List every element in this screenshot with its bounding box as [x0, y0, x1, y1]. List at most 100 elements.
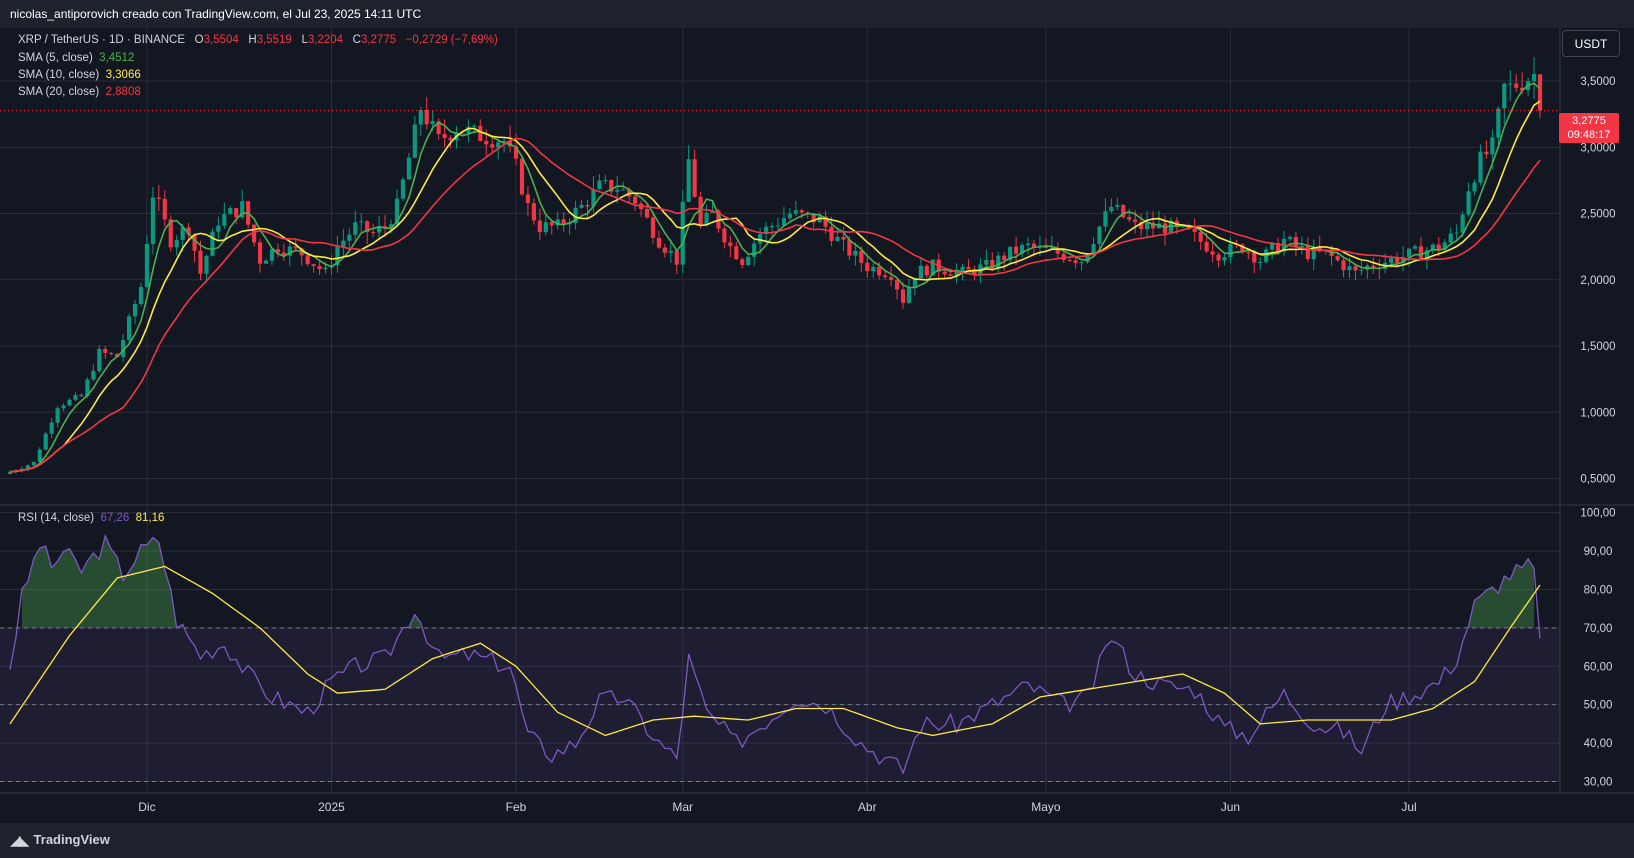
candle-body: [496, 142, 501, 148]
candle-body: [865, 262, 870, 272]
candle-body: [555, 219, 560, 226]
candle-body: [1395, 258, 1400, 263]
candle-body: [79, 395, 84, 397]
candle-body: [811, 213, 816, 223]
sma-line-20: [9, 137, 1541, 473]
candle-body: [787, 213, 792, 219]
candle-body: [1436, 244, 1441, 250]
sma-line-10: [9, 100, 1541, 473]
candle-body: [382, 226, 388, 228]
candle-body: [704, 212, 709, 225]
candle-body: [990, 259, 995, 268]
candle-body: [168, 219, 173, 248]
candle-body: [257, 242, 263, 264]
candle-body: [198, 250, 203, 274]
candle-body: [579, 205, 584, 208]
candle-body: [1514, 83, 1519, 88]
price-axis-label: 3,5000: [1580, 76, 1615, 88]
candle-body: [466, 126, 471, 134]
candle-body: [1216, 254, 1221, 261]
candle-body: [1520, 87, 1525, 91]
candle-body: [335, 246, 340, 266]
candle-body: [121, 339, 126, 358]
candle-body: [67, 399, 72, 406]
rsi-value: 67,26: [100, 512, 130, 524]
candle-body: [942, 271, 947, 275]
candle-body: [180, 227, 185, 240]
candle-body: [894, 279, 900, 290]
brand-name: TradingView: [33, 832, 110, 847]
open-value: 3,5504: [203, 34, 239, 46]
candle-body: [1400, 256, 1406, 263]
candle-body: [924, 265, 929, 276]
sma-line-5: [9, 82, 1541, 473]
candle-body: [1531, 74, 1537, 82]
candle-body: [847, 239, 852, 256]
candle-body: [1389, 258, 1394, 263]
candle-body: [263, 260, 269, 264]
candle-body: [1067, 259, 1072, 261]
candle-body: [216, 225, 221, 232]
candle-body: [347, 234, 352, 241]
candle-body: [341, 240, 346, 247]
chart-attribution: nicolas_antiporovich creado con TradingV…: [10, 7, 422, 21]
candle-body: [549, 222, 554, 226]
candle-body: [585, 205, 590, 207]
time-axis-label: Abr: [858, 800, 877, 814]
candle-body: [1335, 256, 1340, 261]
candle-body: [740, 259, 745, 265]
candle-body: [674, 250, 679, 265]
candle-body: [252, 224, 257, 243]
candle-body: [793, 210, 798, 214]
sma20-legend: SMA (20, close) 2,8808: [18, 86, 141, 98]
candle-body: [525, 194, 531, 204]
candle-body: [43, 433, 48, 450]
candle-body: [769, 225, 775, 227]
candle-body: [877, 266, 882, 276]
candle-body: [353, 222, 358, 235]
candle-body: [1353, 266, 1358, 271]
candle-body: [698, 196, 703, 225]
candle-body: [621, 189, 626, 191]
candle-body: [1371, 265, 1376, 268]
candle-body: [55, 408, 60, 423]
currency-button[interactable]: USDT: [1562, 30, 1620, 57]
last-price-value: 3,2775: [1572, 115, 1606, 127]
candle-body: [1270, 242, 1275, 250]
high-value: 3,5519: [256, 34, 292, 46]
price-axis-label: 1,5000: [1580, 341, 1615, 353]
candle-body: [73, 395, 78, 400]
open-label: O: [194, 34, 204, 46]
rsi-axis-label: 90,00: [1584, 546, 1613, 558]
candle-body: [412, 124, 417, 158]
candle-body: [377, 226, 382, 233]
candle-body: [1198, 232, 1203, 242]
candle-body: [954, 270, 959, 277]
candle-body: [775, 225, 781, 227]
sma5-label: SMA (5, close): [18, 52, 93, 64]
candle-body: [115, 353, 120, 358]
candle-body: [126, 316, 132, 340]
candle-body: [1478, 151, 1483, 183]
candle-body: [1127, 217, 1132, 220]
candle-body: [305, 255, 310, 265]
candle-body: [1240, 244, 1245, 253]
rsi-axis-label: 50,00: [1584, 700, 1613, 712]
candle-body: [1359, 269, 1364, 271]
candle-body: [359, 221, 364, 223]
candle-body: [1055, 247, 1060, 254]
candle-body: [156, 197, 161, 199]
footer-brand[interactable]: ◢◣ TradingView: [10, 830, 110, 850]
candle-body: [889, 277, 894, 280]
candle-body: [1091, 244, 1096, 254]
candle-body: [1317, 246, 1322, 251]
candle-body: [781, 218, 787, 226]
candle-body: [853, 250, 858, 256]
candle-body: [287, 246, 292, 256]
sma20-value: 2,8808: [105, 86, 141, 98]
candle-body: [686, 159, 691, 202]
candle-body: [930, 259, 935, 276]
candle-body: [275, 249, 280, 253]
candle-body: [1341, 260, 1346, 271]
